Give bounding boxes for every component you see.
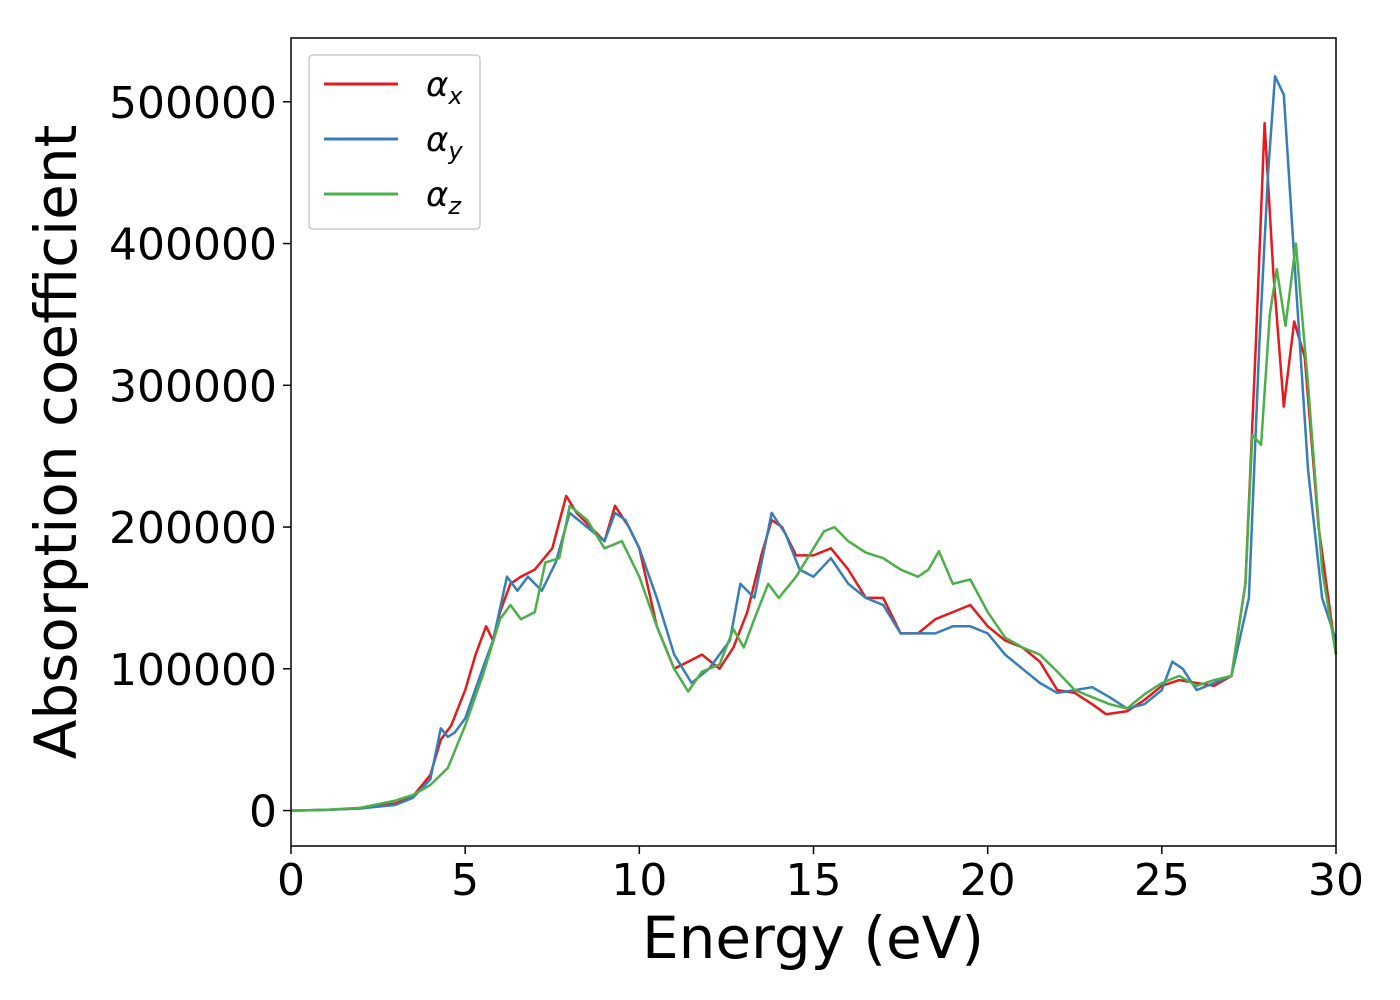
legend-label-z: αz [426,175,462,220]
series-line-y [290,75,1338,812]
legend-label-y: αy [426,120,463,165]
x-ticks: 0 5 10 15 20 25 30 [277,846,1364,906]
x-tick-label: 20 [960,855,1016,906]
y-axis-title: Absorption coefficient [22,125,90,760]
legend-label-x: αx [426,65,463,110]
y-tick-label: 100000 [109,645,277,696]
series-line-z [290,242,1338,812]
legend: αx αy αz [308,54,481,230]
y-ticks: 0 100000 200000 300000 400000 500000 [109,78,291,838]
x-tick-label: 30 [1308,855,1364,906]
x-tick-label: 15 [786,855,842,906]
y-tick-label: 0 [249,787,277,838]
y-tick-label: 200000 [109,503,277,554]
series-layer [290,75,1338,812]
y-tick-label: 500000 [109,78,277,129]
x-tick-label: 0 [277,855,305,906]
legend-frame [308,54,481,230]
x-tick-label: 25 [1134,855,1190,906]
y-tick-label: 300000 [109,361,277,412]
x-tick-label: 5 [451,855,479,906]
x-axis-title: Energy (eV) [642,904,984,972]
y-tick-label: 400000 [109,220,277,271]
x-tick-label: 10 [611,855,667,906]
